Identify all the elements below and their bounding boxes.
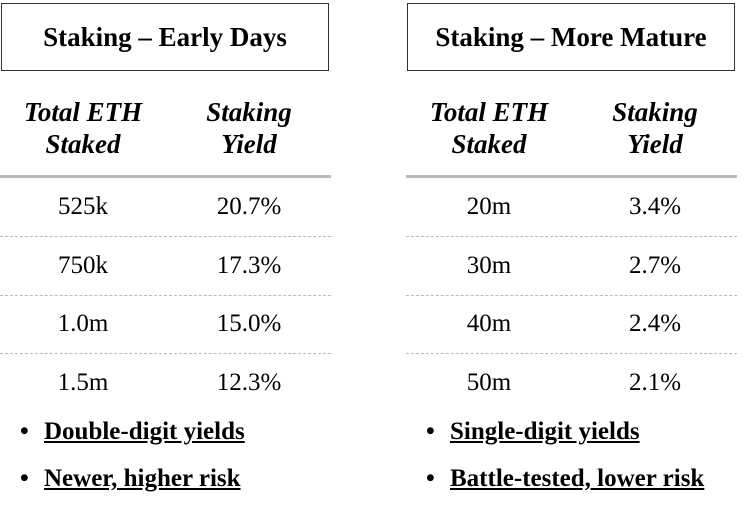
bullet-item: • Single-digit yields — [426, 418, 640, 446]
table-cell: 20.7% — [216, 193, 282, 220]
table-cell: 17.3% — [216, 251, 282, 279]
column-header: Staking Yield — [206, 97, 292, 159]
table-cell: 1.0m — [57, 310, 109, 338]
column-header: Total ETH Staked — [23, 97, 143, 159]
bullet-text: Double-digit yields — [44, 418, 245, 445]
table-cell: 15.0% — [216, 310, 282, 338]
bullet-dot: • — [20, 418, 29, 445]
table-cell: 40m — [466, 310, 512, 338]
table-cell: 20m — [466, 193, 512, 220]
table-cell: 3.4% — [628, 193, 682, 220]
panel: Staking – Early Days Total ETH Staked Stak… — [0, 0, 332, 512]
bullet-item: • Double-digit yields — [20, 418, 245, 446]
table-cell: 12.3% — [216, 369, 282, 397]
row-separator — [406, 353, 737, 355]
header-rule — [406, 175, 737, 178]
row-separator — [0, 294, 331, 296]
panel-title: Staking – Early Days — [1, 3, 329, 71]
panel-title: Staking – More Mature — [407, 3, 735, 71]
row-separator — [406, 294, 737, 296]
column-header: Staking Yield — [612, 97, 698, 159]
bullet-text: Battle-tested, lower risk — [450, 465, 705, 492]
header-rule — [0, 175, 331, 178]
bullet-text: Single-digit yields — [450, 418, 640, 445]
bullet-item: • Newer, higher risk — [20, 465, 241, 493]
table-cell: 30m — [466, 251, 512, 279]
column-header: Total ETH Staked — [429, 97, 549, 159]
table-cell: 2.4% — [628, 310, 682, 338]
table-cell: 2.1% — [628, 369, 682, 397]
bullet-dot: • — [426, 465, 435, 492]
table-cell: 1.5m — [57, 369, 109, 397]
row-separator — [406, 236, 737, 237]
bullet-dot: • — [20, 465, 29, 492]
bullet-dot: • — [426, 418, 435, 445]
table-cell: 750k — [58, 251, 108, 279]
table-cell: 525k — [58, 193, 108, 220]
bullet-text: Newer, higher risk — [44, 465, 241, 492]
bullet-item: • Battle-tested, lower risk — [426, 465, 704, 493]
row-separator — [0, 353, 331, 355]
panel: Staking – More Mature Total ETH Staked Sta… — [406, 0, 738, 512]
table-cell: 50m — [466, 369, 512, 397]
table-cell: 2.7% — [628, 251, 682, 279]
row-separator — [0, 236, 331, 237]
